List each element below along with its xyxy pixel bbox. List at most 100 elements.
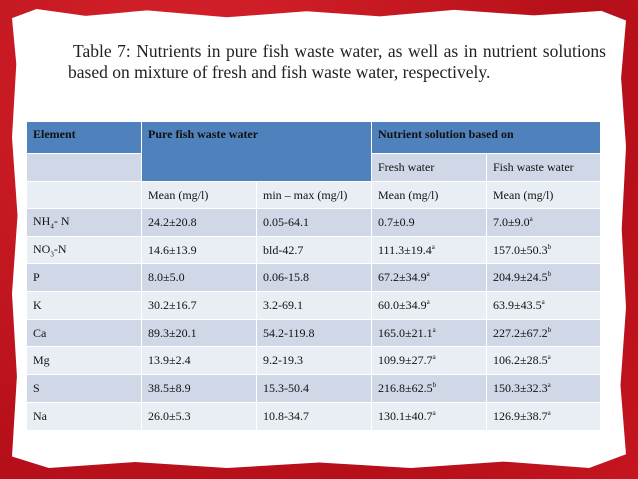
data-cell: 0.05-64.1 <box>256 208 372 237</box>
cell-text: 165.0±21.1 <box>378 325 433 340</box>
cell-sub: 3 <box>50 250 54 259</box>
data-cell: 60.0±34.9a <box>371 291 487 320</box>
caption: Table 7: Nutrients in pure fish waste wa… <box>68 41 606 82</box>
header-cell: Fish waste water <box>485 153 602 182</box>
data-row: S 38.5±8.9 15.3-50.4 216.8±62.5b 150.3±32.3a <box>26 374 602 403</box>
data-row: P 8.0±5.0 0.06-15.8 67.2±34.9a 204.9±24.5b <box>26 263 602 293</box>
cell-sup: a <box>426 270 430 279</box>
cell-sup: b <box>547 242 552 251</box>
data-cell: 106.2±28.5a <box>485 346 602 376</box>
data-cell: 150.3±32.3a <box>485 374 602 403</box>
units-cell: Mean (mg/l) <box>371 181 487 209</box>
cell-text: NO <box>33 241 51 256</box>
data-cell: 216.8±62.5b <box>371 374 487 403</box>
data-cell: 24.2±20.8 <box>141 208 257 237</box>
header-row: Fresh water Fish waste water <box>26 153 602 182</box>
cell-text: S <box>33 380 40 395</box>
cell-text: 60.0±34.9 <box>378 297 427 312</box>
header-cell: Nutrient solution based on <box>370 121 602 154</box>
cell-text: 109.9±27.7 <box>378 353 433 368</box>
cell-text: 106.2±28.5 <box>493 353 548 368</box>
data-cell: P <box>26 263 142 293</box>
data-cell: 130.1±40.7a <box>371 401 487 431</box>
data-cell: 9.2-19.3 <box>256 346 372 376</box>
units-cell <box>26 181 142 209</box>
data-cell: 204.9±24.5b <box>485 263 602 293</box>
units-cell: min – max (mg/l) <box>256 181 372 209</box>
data-cell: 89.3±20.1 <box>141 318 257 348</box>
data-cell: 14.6±13.9 <box>141 235 257 265</box>
data-cell: 0.06-15.8 <box>256 263 372 293</box>
cell-text: 30.2±16.7 <box>148 297 197 312</box>
cell-text: 0.06-15.8 <box>263 270 309 285</box>
cell-text: 67.2±34.9 <box>378 270 427 285</box>
cell-sup: a <box>432 325 436 334</box>
cell-sup: b <box>432 380 437 389</box>
cell-text: 0.7±0.9 <box>378 214 415 229</box>
data-row: Na 26.0±5.3 10.8-34.7 130.1±40.7a 126.9±38.7… <box>26 401 602 431</box>
data-cell: 126.9±38.7a <box>485 401 602 431</box>
cell-sup: b <box>547 325 552 334</box>
data-row: Ca 89.3±20.1 54.2-119.8 165.0±21.1a 227.2±67… <box>26 318 602 348</box>
header-cell <box>26 153 142 182</box>
cell-sup: a <box>432 408 436 417</box>
cell-text: 204.9±24.5 <box>493 270 548 285</box>
data-cell: 15.3-50.4 <box>256 374 372 403</box>
cell-sup: a <box>432 353 436 362</box>
data-cell: 10.8-34.7 <box>256 401 372 431</box>
data-cell: NO3-N <box>26 235 142 265</box>
data-cell: 63.9±43.5a <box>485 291 602 320</box>
cell-text: 130.1±40.7 <box>378 408 433 423</box>
header-cell: Fresh water <box>371 153 487 182</box>
data-row: K 30.2±16.7 3.2-69.1 60.0±34.9a 63.9±43.5a <box>26 291 602 320</box>
cell-text: Mg <box>33 353 50 368</box>
units-cell: Mean (mg/l) <box>485 181 602 209</box>
data-cell: 227.2±67.2b <box>485 318 602 348</box>
data-cell: 8.0±5.0 <box>141 263 257 293</box>
data-cell: bld-42.7 <box>256 235 372 265</box>
data-cell: 0.7±0.9 <box>371 208 487 237</box>
header-cell: Element <box>26 121 142 154</box>
cell-text: 157.0±50.3 <box>493 242 548 257</box>
data-cell: Na <box>26 401 142 431</box>
data-row: Mg 13.9±2.4 9.2-19.3 109.9±27.7a 106.2±28.5a <box>26 346 602 376</box>
data-cell: 26.0±5.3 <box>141 401 257 431</box>
data-cell: Ca <box>26 318 142 348</box>
cell-text: P <box>33 270 40 285</box>
cell-text: 150.3±32.3 <box>493 380 548 395</box>
cell-text: 24.2±20.8 <box>148 214 197 229</box>
cell-text: 89.3±20.1 <box>148 325 197 340</box>
cell-sub: 4 <box>50 222 54 231</box>
data-cell: 7.0±9.0a <box>485 208 602 237</box>
data-cell: 3.2-69.1 <box>256 291 372 320</box>
cell-text: 13.9±2.4 <box>148 353 191 368</box>
cell-text: 126.9±38.7 <box>493 408 548 423</box>
cell-text: bld-42.7 <box>263 242 304 257</box>
data-cell: Mg <box>26 346 142 376</box>
data-cell: 165.0±21.1a <box>371 318 487 348</box>
data-row: NO3-N 14.6±13.9 bld-42.7 111.3±19.4a 157.0±5… <box>26 235 602 265</box>
cell-sup: a <box>547 408 551 417</box>
data-cell: 30.2±16.7 <box>141 291 257 320</box>
cell-sup: a <box>529 214 533 223</box>
units-cell: Mean (mg/l) <box>141 181 257 209</box>
data-cell: S <box>26 374 142 403</box>
cell-sup: a <box>547 353 551 362</box>
cell-text: 111.3±19.4 <box>378 242 432 257</box>
data-cell: 38.5±8.9 <box>141 374 257 403</box>
cell-text: Ca <box>33 325 47 340</box>
data-cell: 109.9±27.7a <box>371 346 487 376</box>
data-row: NH4- N 24.2±20.8 0.05-64.1 0.7±0.9 7.0±9.0a <box>26 208 602 237</box>
cell-text: 14.6±13.9 <box>148 242 197 257</box>
cell-text: K <box>33 297 42 312</box>
data-cell: 13.9±2.4 <box>141 346 257 376</box>
cell-text: 3.2-69.1 <box>263 297 303 312</box>
cell-text: 8.0±5.0 <box>148 270 185 285</box>
cell-text: 7.0±9.0 <box>493 214 530 229</box>
cell-text: 10.8-34.7 <box>263 408 309 423</box>
data-cell: 157.0±50.3b <box>485 235 602 265</box>
cell-text: 9.2-19.3 <box>263 353 303 368</box>
cell-text: Na <box>33 408 47 423</box>
cell-sup: a <box>431 242 435 251</box>
